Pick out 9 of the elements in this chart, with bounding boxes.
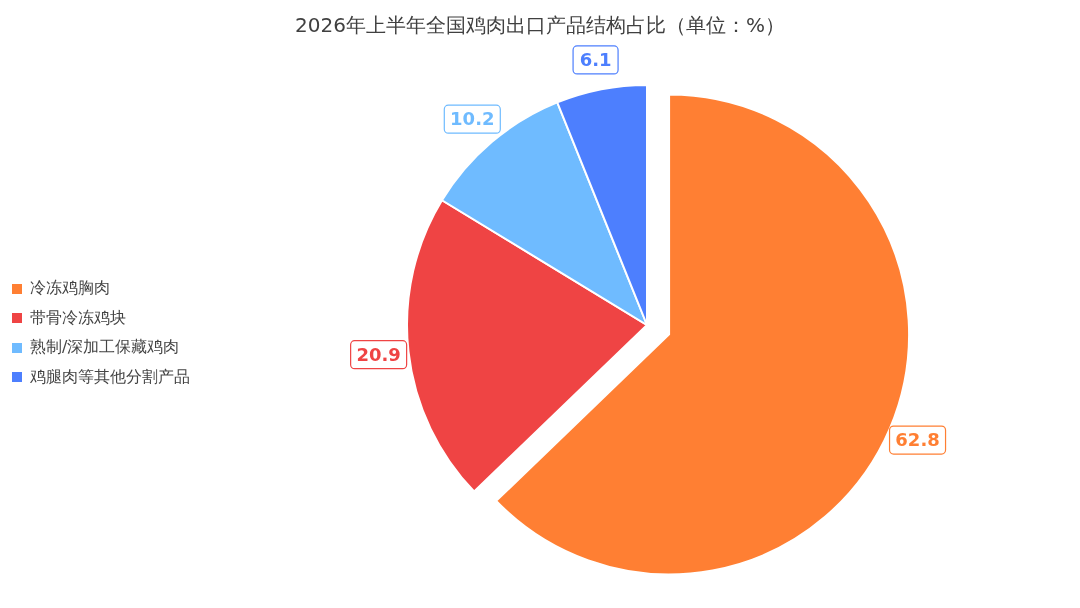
data-label: 6.1 — [579, 48, 612, 70]
legend-label: 鸡腿肉等其他分割产品 — [30, 366, 190, 388]
legend-label: 熟制/深加工保藏鸡肉 — [30, 337, 180, 359]
legend-label: 带骨冷冻鸡块 — [30, 307, 126, 329]
chart-title: 2026年上半年全国鸡肉出口产品结构占比（单位：%） — [294, 12, 786, 39]
data-label: 20.9 — [356, 343, 401, 365]
data-label: 10.2 — [450, 108, 495, 130]
data-label: 62.8 — [895, 429, 940, 451]
legend-label: 冷冻鸡胸肉 — [30, 278, 110, 300]
